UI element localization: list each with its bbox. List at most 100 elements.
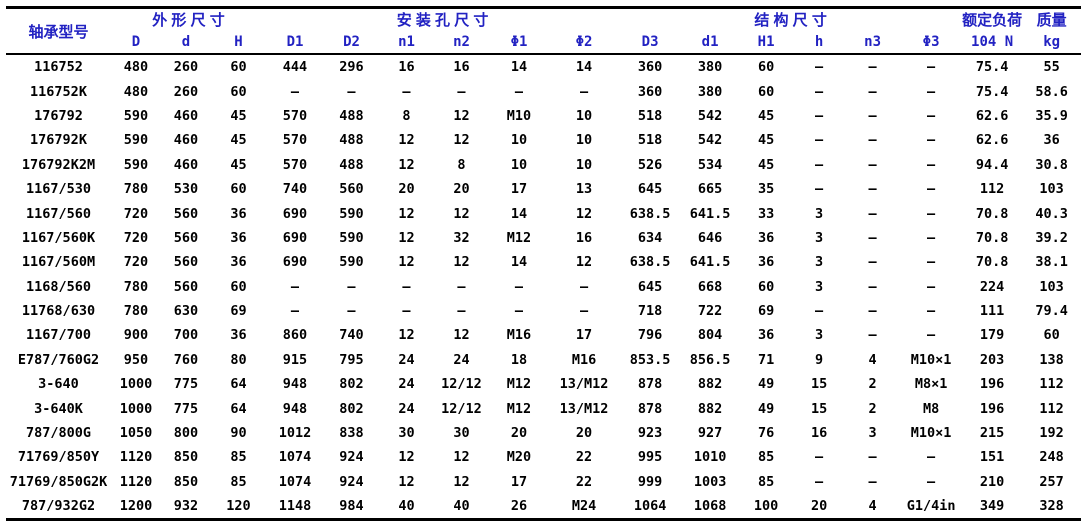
value-cell: 71 bbox=[757, 351, 775, 368]
value-cell: 1064 bbox=[633, 498, 667, 515]
value-cell: 2 bbox=[868, 400, 877, 417]
column-header-rated-load-unit: 104 N bbox=[971, 33, 1014, 50]
bearing-model-cell: 3-640 bbox=[38, 376, 79, 393]
value-cell: 1050 bbox=[119, 425, 153, 442]
table-row: 1167/560 720 560 36 690 590 12 12 14 12 638.5 641.5… bbox=[6, 201, 1081, 225]
value-cell: 112 bbox=[979, 181, 1005, 198]
value-cell: 775 bbox=[173, 376, 199, 393]
table-row: 176792K2M 590 460 45 570 488 12 8 10 10 526 534 45 — —… bbox=[6, 153, 1081, 177]
value-cell: 10 bbox=[575, 132, 593, 149]
value-cell: — bbox=[927, 303, 936, 320]
value-cell: 878 bbox=[637, 376, 663, 393]
column-header-mass-unit: kg bbox=[1043, 33, 1061, 50]
value-cell: 248 bbox=[1039, 449, 1064, 466]
value-cell: 480 bbox=[123, 59, 149, 76]
value-cell: 3 bbox=[868, 425, 877, 442]
value-cell: — bbox=[457, 83, 466, 100]
value-cell: 1010 bbox=[693, 449, 727, 466]
value-cell: 380 bbox=[697, 83, 723, 100]
table-row: 1167/700 900 700 36 860 740 12 12 M16 17 796 804 36 3… bbox=[6, 323, 1081, 347]
value-cell: 90 bbox=[230, 425, 247, 442]
column-header-phi1: Φ1 bbox=[510, 33, 528, 50]
value-cell: 36 bbox=[230, 254, 247, 271]
value-cell: 45 bbox=[230, 107, 247, 124]
table-row: 71769/850Y 1120 850 85 1074 924 12 12 M20 22 995 10… bbox=[6, 445, 1081, 469]
value-cell: 665 bbox=[697, 181, 723, 198]
value-cell: 70.8 bbox=[975, 205, 1009, 222]
value-cell: 58.6 bbox=[1035, 83, 1068, 100]
value-cell: — bbox=[868, 229, 877, 246]
value-cell: 85 bbox=[757, 449, 775, 466]
group-header-rated-load: 额定负荷 bbox=[962, 12, 1023, 29]
value-cell: — bbox=[927, 132, 936, 149]
value-cell: 488 bbox=[339, 156, 364, 173]
bearing-model-cell: 3-640K bbox=[34, 400, 83, 417]
table-header: 轴承型号 外 形 尺 寸 安 装 孔 尺 寸 结 构 尺 寸 额定负荷 质量 D… bbox=[6, 8, 1082, 54]
value-cell: 20 bbox=[398, 181, 415, 198]
value-cell: 45 bbox=[757, 132, 775, 149]
value-cell: — bbox=[347, 278, 356, 295]
bearing-model-cell: 116752K bbox=[30, 83, 87, 100]
value-cell: M12 bbox=[506, 400, 532, 417]
value-cell: 32 bbox=[453, 229, 470, 246]
value-cell: 16 bbox=[453, 59, 470, 76]
value-cell: 80 bbox=[230, 351, 247, 368]
value-cell: 380 bbox=[697, 59, 723, 76]
value-cell: 33 bbox=[757, 205, 775, 222]
value-cell: 638.5 bbox=[629, 205, 671, 222]
value-cell: 924 bbox=[339, 449, 364, 466]
value-cell: — bbox=[290, 83, 300, 100]
value-cell: 260 bbox=[173, 59, 199, 76]
value-cell: 38.1 bbox=[1035, 254, 1068, 271]
value-cell: 775 bbox=[173, 400, 199, 417]
value-cell: 112 bbox=[1039, 400, 1064, 417]
value-cell: M8 bbox=[922, 400, 940, 417]
value-cell: 111 bbox=[979, 303, 1005, 320]
value-cell: 860 bbox=[282, 327, 308, 344]
value-cell: 192 bbox=[1039, 425, 1064, 442]
sub-header-row: D d H D1 D2 n1 n2 Φ1 Φ2 D3 d1 H1 h n3 Φ3… bbox=[6, 30, 1081, 54]
group-header-row: 轴承型号 外 形 尺 寸 安 装 孔 尺 寸 结 构 尺 寸 额定负荷 质量 bbox=[6, 8, 1081, 41]
value-cell: — bbox=[927, 327, 936, 344]
column-header-D1: D1 bbox=[286, 33, 304, 50]
value-cell: 60 bbox=[757, 83, 775, 100]
value-cell: 488 bbox=[339, 132, 364, 149]
bearing-model-cell: 1168/560 bbox=[25, 278, 92, 295]
value-cell: 856.5 bbox=[689, 351, 731, 368]
value-cell: 645 bbox=[637, 278, 663, 295]
value-cell: 882 bbox=[697, 376, 723, 393]
value-cell: 780 bbox=[123, 303, 149, 320]
value-cell: 20 bbox=[510, 425, 528, 442]
value-cell: 36 bbox=[230, 327, 247, 344]
value-cell: 570 bbox=[282, 132, 308, 149]
value-cell: — bbox=[868, 59, 877, 76]
value-cell: 85 bbox=[757, 473, 775, 490]
value-cell: M16 bbox=[571, 351, 597, 368]
value-cell: 60 bbox=[1043, 327, 1060, 344]
value-cell: — bbox=[927, 181, 936, 198]
value-cell: 915 bbox=[282, 351, 308, 368]
value-cell: 360 bbox=[637, 59, 663, 76]
value-cell: 12 bbox=[575, 254, 593, 271]
value-cell: M10 bbox=[506, 107, 532, 124]
value-cell: — bbox=[290, 303, 300, 320]
value-cell: 62.6 bbox=[975, 107, 1009, 124]
table-row: E787/760G2 950 760 80 915 795 24 24 18 M16 853.5 85… bbox=[6, 348, 1081, 372]
value-cell: 14 bbox=[510, 59, 528, 76]
table-row: 1168/560 780 560 60 — — — — — — 645 668 60 3 — — 224 103 bbox=[6, 275, 1081, 299]
bearing-model-cell: 1167/560K bbox=[21, 229, 96, 246]
value-cell: 630 bbox=[173, 303, 199, 320]
value-cell: 30 bbox=[398, 425, 415, 442]
value-cell: 2 bbox=[868, 376, 877, 393]
value-cell: 12 bbox=[453, 254, 470, 271]
value-cell: 8 bbox=[457, 156, 466, 173]
value-cell: 16 bbox=[575, 229, 593, 246]
value-cell: — bbox=[402, 83, 411, 100]
value-cell: 1120 bbox=[119, 473, 153, 490]
value-cell: 210 bbox=[979, 473, 1005, 490]
value-cell: 802 bbox=[339, 376, 364, 393]
value-cell: 12 bbox=[398, 132, 415, 149]
value-cell: — bbox=[868, 327, 877, 344]
value-cell: — bbox=[514, 303, 524, 320]
table-row: 116752K 480 260 60 — — — — — — 360 380 60 — — — 75.4 58.6 bbox=[6, 79, 1081, 103]
